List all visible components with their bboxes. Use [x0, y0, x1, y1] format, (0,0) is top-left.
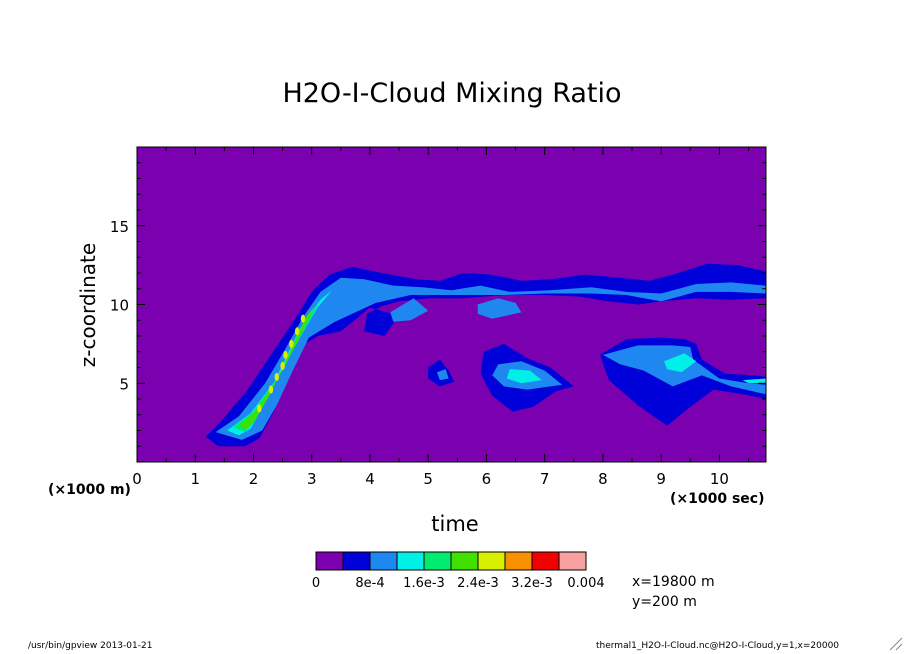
x-tick-label-10: 10	[710, 470, 729, 488]
peak-mark-7	[300, 314, 306, 323]
y-tick-label-10: 10	[110, 297, 129, 315]
x-tick-label-9: 9	[656, 470, 666, 488]
contour-region-13	[742, 378, 766, 384]
x-axis-label: time	[431, 512, 479, 536]
colorbar-swatch-4	[423, 551, 452, 571]
contour-fields	[137, 147, 767, 462]
x-tick-label-6: 6	[482, 470, 492, 488]
x-tick-label-1: 1	[190, 470, 200, 488]
y-axis-label: z-coordinate	[76, 242, 100, 368]
contour-region-12	[664, 353, 697, 373]
peak-mark-1	[268, 385, 274, 394]
contour-region-15	[238, 306, 315, 429]
colorbar-label-4: 3.2e-3	[511, 576, 553, 591]
contour-region-6	[477, 298, 522, 319]
x-axis-unit: (×1000 sec)	[670, 491, 765, 507]
colorbar-swatch-2	[369, 551, 398, 571]
axis-ticks: 0 1 2 3 4 5 6 7 8 9 10 5 10 15	[110, 147, 766, 488]
x-tick-label-4: 4	[365, 470, 375, 488]
colorbar-swatch-0	[315, 551, 344, 571]
info-x: x=19800 m	[632, 574, 715, 590]
footer-left: /usr/bin/gpview 2013-01-21	[28, 641, 153, 651]
colorbar-swatch-6	[477, 551, 506, 571]
info-y: y=200 m	[632, 594, 697, 610]
x-tick-label-5: 5	[423, 470, 433, 488]
x-tick-label-2: 2	[249, 470, 259, 488]
y-tick-label-15: 15	[110, 218, 129, 236]
peak-mark-2	[274, 372, 279, 381]
colorbar-swatch-9	[558, 551, 587, 571]
contour-region-5	[390, 298, 429, 322]
x-tick-label-3: 3	[307, 470, 317, 488]
colorbar-label-5: 0.004	[567, 576, 605, 591]
footer-right: thermal1_H2O-I-Cloud.nc@H2O-I-Cloud,y=1,…	[596, 641, 840, 651]
x-tick-label-0: 0	[132, 470, 142, 488]
colorbar-label-2: 1.6e-3	[403, 576, 445, 591]
colorbar	[315, 551, 587, 571]
peak-mark-3	[280, 361, 285, 370]
peak-mark-5	[289, 339, 294, 348]
colorbar-swatch-3	[396, 551, 425, 571]
y-tick-label-5: 5	[119, 375, 129, 393]
colorbar-swatch-1	[342, 551, 371, 571]
peak-mark-0	[257, 404, 262, 413]
x-tick-label-7: 7	[540, 470, 550, 488]
contour-region-7	[436, 369, 449, 381]
colorbar-swatch-7	[504, 551, 533, 571]
x-axis-note: (×1000 m)	[48, 482, 131, 498]
chart-title: H2O-I-Cloud Mixing Ratio	[282, 78, 622, 109]
colorbar-label-3: 2.4e-3	[457, 576, 499, 591]
colorbar-label-1: 8e-4	[355, 576, 385, 591]
peak-mark-4	[283, 350, 288, 359]
peak-mark-6	[294, 327, 300, 336]
resize-grip-icon[interactable]	[889, 637, 903, 651]
colorbar-swatch-5	[450, 551, 479, 571]
x-tick-label-8: 8	[598, 470, 608, 488]
colorbar-label-0: 0	[311, 576, 321, 591]
colorbar-swatch-8	[531, 551, 560, 571]
contour-region-11	[506, 369, 542, 384]
